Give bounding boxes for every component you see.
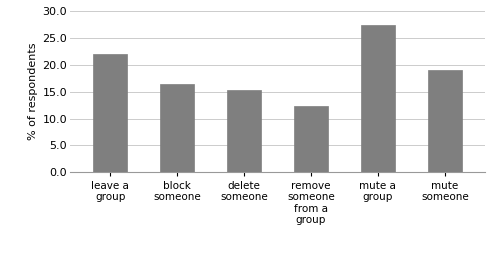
Bar bbox=[228, 90, 261, 172]
Bar bbox=[94, 54, 127, 172]
Y-axis label: % of respondents: % of respondents bbox=[28, 43, 38, 140]
Bar bbox=[361, 24, 394, 172]
Bar bbox=[160, 84, 194, 172]
Bar bbox=[428, 70, 462, 172]
Bar bbox=[294, 106, 328, 172]
